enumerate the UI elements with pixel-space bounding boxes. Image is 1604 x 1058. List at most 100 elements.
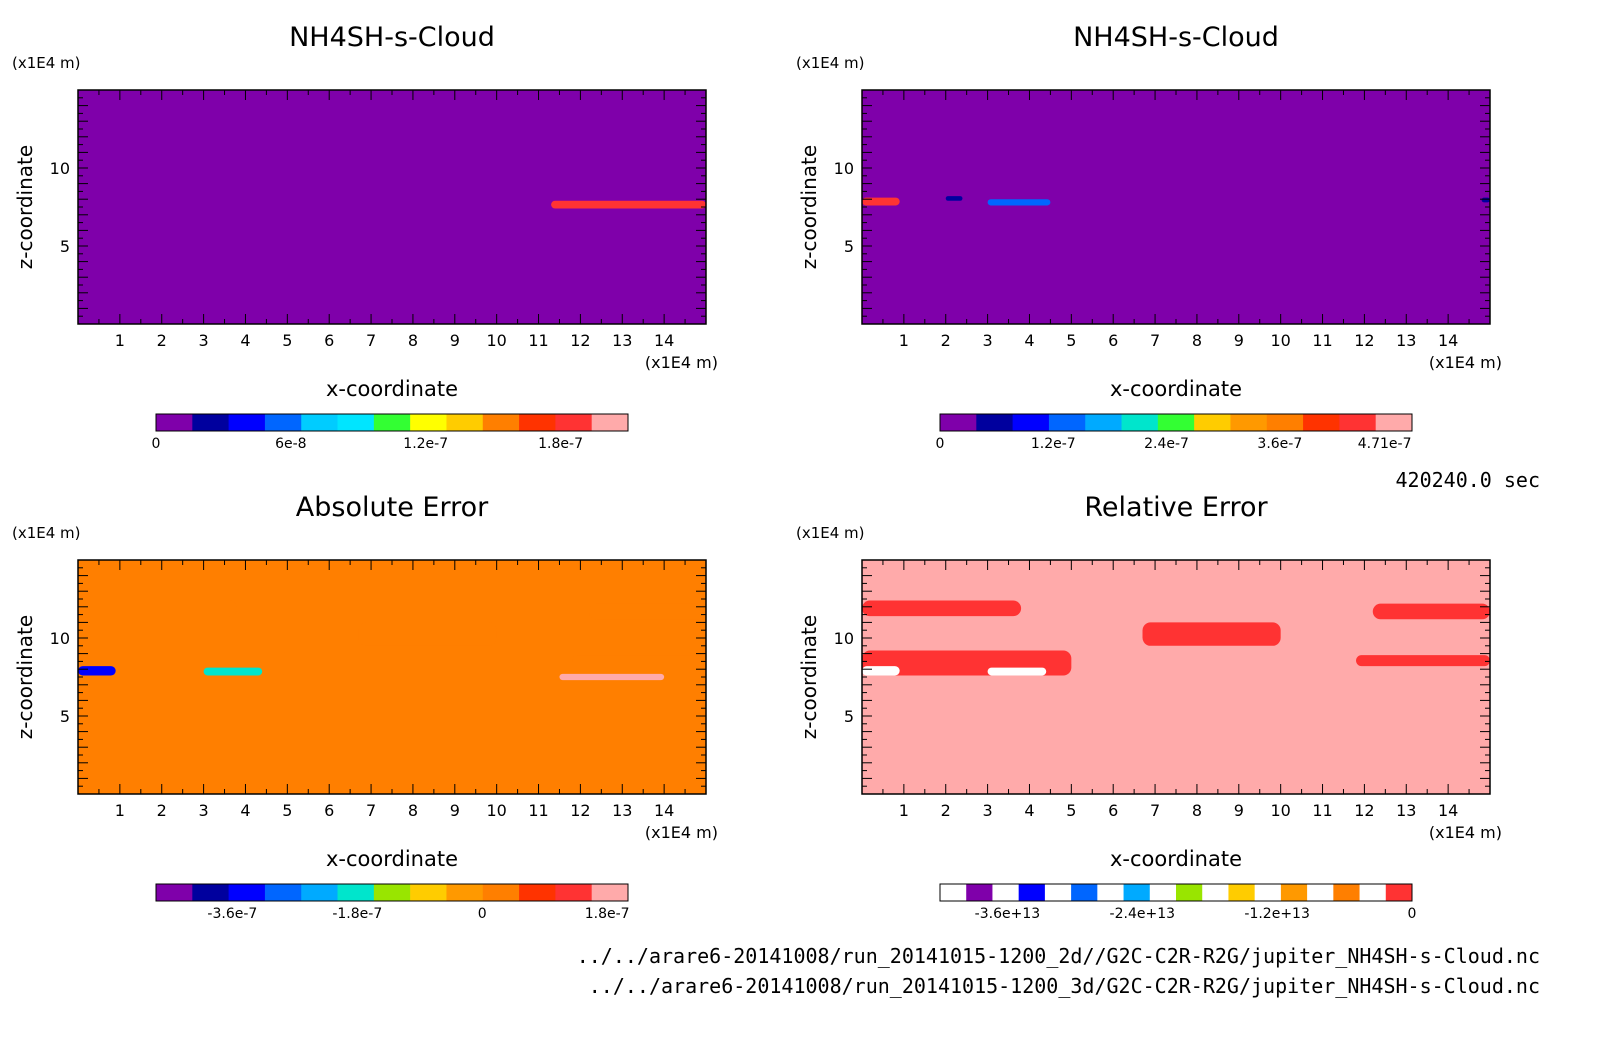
x-tick-label: 3 bbox=[199, 331, 209, 350]
colorbar: -3.6e+13 -2.4e+13 -1.2e+13 0 bbox=[939, 883, 1416, 922]
x-tick-label: 6 bbox=[324, 331, 334, 350]
z-tick-label: 5 bbox=[60, 707, 70, 726]
x-tick-label: 12 bbox=[1354, 801, 1374, 820]
colorbar-swatch bbox=[192, 414, 230, 431]
z-tick-label: 10 bbox=[834, 629, 854, 648]
x-tick-label: 1 bbox=[115, 331, 125, 350]
colorbar-swatch bbox=[264, 884, 302, 901]
x-tick-label: 1 bbox=[899, 331, 909, 350]
x-axis-label: x-coordinate bbox=[326, 377, 458, 401]
colorbar-swatch bbox=[1071, 884, 1098, 901]
x-tick-label: 1 bbox=[115, 801, 125, 820]
x-tick-label: 8 bbox=[408, 801, 418, 820]
colorbar-swatch bbox=[373, 884, 411, 901]
field-feature-1 bbox=[551, 200, 706, 209]
z-unit-label: (x1E4 m) bbox=[796, 54, 865, 72]
colorbar-swatch bbox=[555, 414, 593, 431]
file-path-3d: ../../arare6-20141008/run_20141015-1200_… bbox=[588, 974, 1540, 998]
x-tick-label: 10 bbox=[1270, 801, 1290, 820]
z-unit-label: (x1E4 m) bbox=[796, 524, 865, 542]
y-axis-label: z-coordinate bbox=[797, 615, 821, 739]
colorbar-swatch bbox=[1157, 414, 1195, 431]
x-unit-label: (x1E4 m) bbox=[1429, 823, 1502, 842]
field-feature-5 bbox=[572, 655, 706, 667]
colorbar-label: 2.4e-7 bbox=[1144, 436, 1189, 452]
y-axis-label: z-coordinate bbox=[13, 615, 37, 739]
colorbar-swatch bbox=[1085, 414, 1123, 431]
colorbar-swatch bbox=[1359, 884, 1387, 901]
colorbar-swatch bbox=[301, 884, 339, 901]
colorbar-swatch bbox=[301, 414, 339, 431]
colorbar-swatch bbox=[1176, 884, 1203, 901]
field-feature-5 bbox=[1356, 655, 1490, 667]
colorbar-frame bbox=[155, 413, 629, 432]
x-tick-label: 11 bbox=[528, 801, 548, 820]
x-axis-label: x-coordinate bbox=[326, 847, 458, 871]
colorbar-swatch bbox=[156, 884, 193, 901]
colorbar-swatch bbox=[940, 884, 967, 901]
colorbar-swatch bbox=[264, 414, 302, 431]
colorbar: -3.6e-7 -1.8e-7 0 1.8e-7 bbox=[155, 883, 630, 922]
colorbar-swatch bbox=[373, 414, 411, 431]
z-tick-label: 5 bbox=[60, 237, 70, 256]
x-tick-label: 8 bbox=[408, 331, 418, 350]
colorbar-swatch bbox=[1044, 884, 1072, 901]
colorbar-swatch bbox=[1266, 414, 1304, 431]
x-tick-label: 7 bbox=[1150, 801, 1160, 820]
chart-title: NH4SH-s-Cloud bbox=[1073, 22, 1279, 53]
x-tick-label: 14 bbox=[1438, 331, 1458, 350]
x-tick-label: 8 bbox=[1192, 801, 1202, 820]
z-tick-label: 5 bbox=[844, 707, 854, 726]
colorbar-swatch bbox=[1333, 884, 1361, 901]
colorbar-label: 1.8e-7 bbox=[538, 436, 583, 452]
x-tick-label: 9 bbox=[450, 331, 460, 350]
x-tick-label: 6 bbox=[1108, 801, 1118, 820]
colorbar-swatch bbox=[1123, 884, 1151, 901]
x-unit-label: (x1E4 m) bbox=[645, 823, 718, 842]
field-feature-7 bbox=[203, 667, 263, 676]
x-tick-label: 5 bbox=[1066, 331, 1076, 350]
colorbar-swatch bbox=[1303, 414, 1340, 431]
colorbar-label: 0 bbox=[152, 436, 161, 452]
colorbar-swatch bbox=[591, 884, 629, 901]
z-tick-label: 10 bbox=[50, 629, 70, 648]
colorbar-swatch bbox=[1149, 884, 1177, 901]
x-tick-label: 4 bbox=[1024, 331, 1034, 350]
z-tick-label: 10 bbox=[50, 159, 70, 178]
colorbar-swatch bbox=[446, 414, 484, 431]
field-feature-7 bbox=[987, 667, 1047, 676]
z-tick-label: 10 bbox=[834, 159, 854, 178]
x-tick-label: 7 bbox=[1150, 331, 1160, 350]
colorbar-swatch bbox=[1307, 884, 1334, 901]
x-tick-label: 11 bbox=[1312, 801, 1332, 820]
x-tick-label: 14 bbox=[654, 801, 674, 820]
plot-background bbox=[862, 90, 1490, 324]
colorbar: 0 1.2e-7 2.4e-7 3.6e-7 4.71e-7 bbox=[936, 413, 1413, 452]
colorbar-swatch bbox=[337, 884, 375, 901]
x-tick-label: 6 bbox=[324, 801, 334, 820]
colorbar-swatch bbox=[1375, 414, 1413, 431]
x-tick-label: 5 bbox=[282, 331, 292, 350]
colorbar-swatch bbox=[1194, 414, 1231, 431]
x-tick-label: 14 bbox=[654, 331, 674, 350]
field-feature-8 bbox=[559, 673, 665, 681]
time-label: 420240.0 sec bbox=[1395, 468, 1541, 492]
colorbar-swatch bbox=[482, 884, 520, 901]
colorbar-swatch bbox=[192, 884, 230, 901]
x-tick-label: 3 bbox=[199, 801, 209, 820]
colorbar-label: -3.6e+13 bbox=[975, 906, 1040, 922]
colorbar-frame bbox=[939, 883, 1413, 902]
field-feature-4 bbox=[1372, 603, 1490, 620]
colorbar-swatch bbox=[1254, 884, 1282, 901]
x-tick-label: 10 bbox=[1270, 331, 1290, 350]
chart-panel-4: Relative Error(x1E4 m)1 2 3 4 5 6 7 8 9 10 11 12 13 1… bbox=[796, 492, 1502, 922]
colorbar-label: 0 bbox=[478, 906, 487, 922]
file-path-2d: ../../arare6-20141008/run_20141015-1200_… bbox=[576, 944, 1540, 968]
z-unit-label: (x1E4 m) bbox=[12, 54, 81, 72]
colorbar-frame bbox=[155, 883, 629, 902]
colorbar-swatch bbox=[1385, 884, 1413, 901]
x-tick-label: 8 bbox=[1192, 331, 1202, 350]
colorbar-label: -3.6e-7 bbox=[207, 906, 257, 922]
colorbar-swatch bbox=[156, 414, 193, 431]
